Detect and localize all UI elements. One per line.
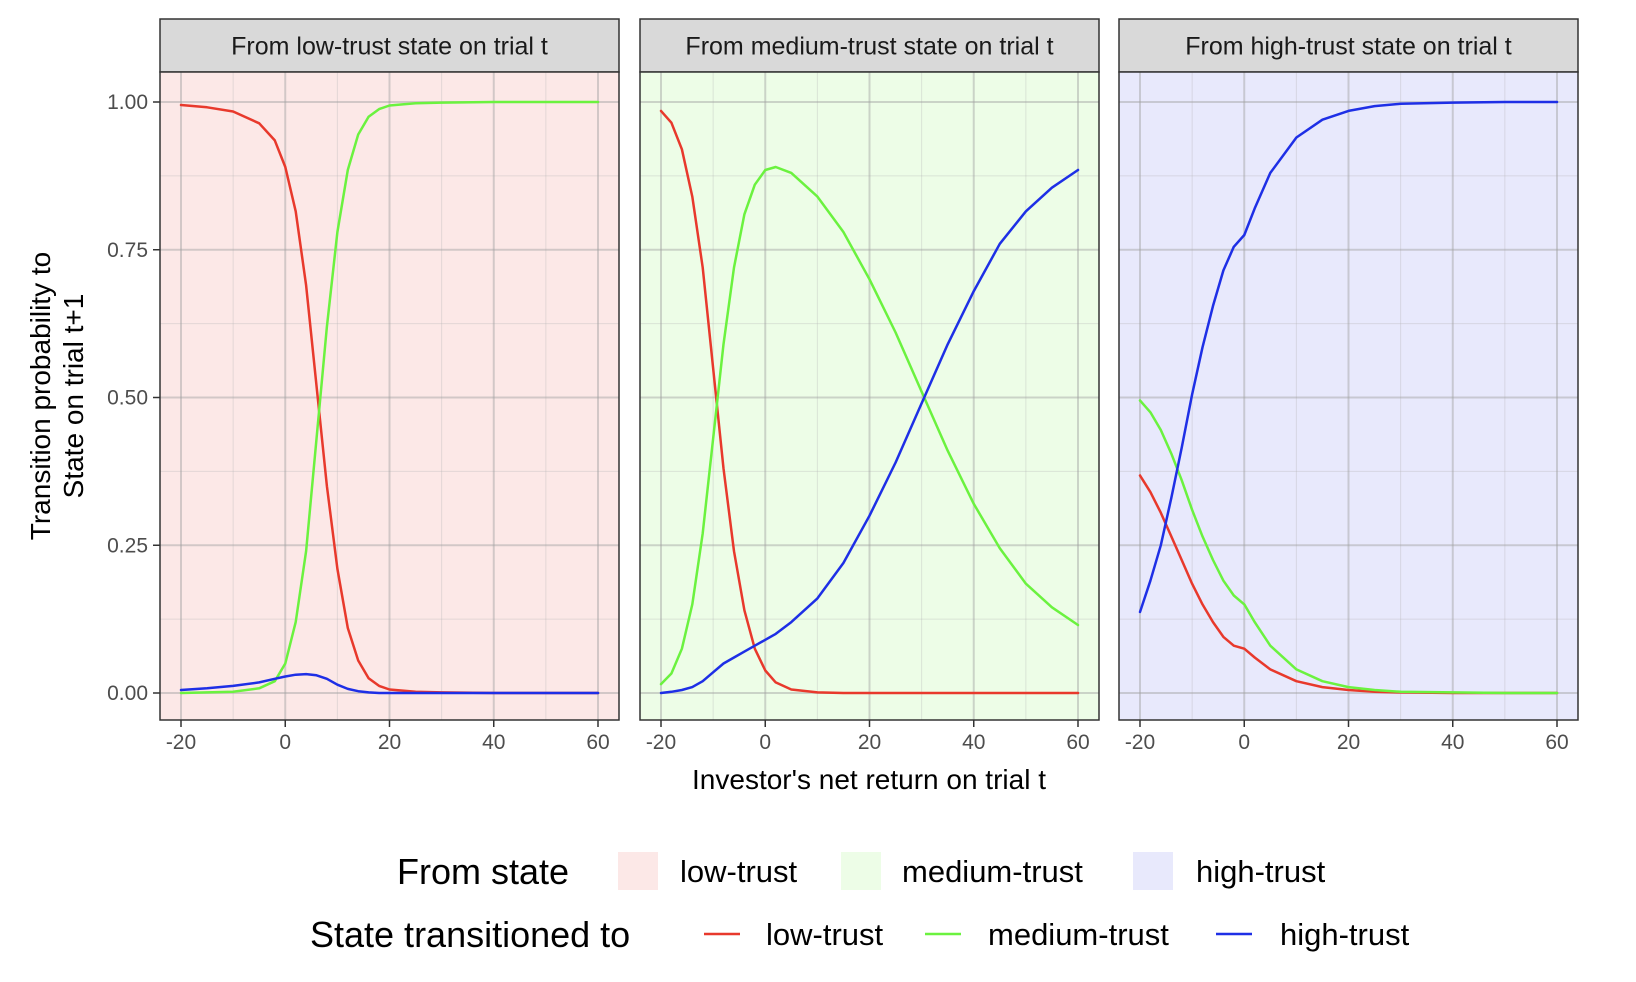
series-line-low-trust: [659, 109, 1080, 695]
series-line-medium-trust: [659, 165, 1080, 686]
panel-high-trust: From high-trust state on trial t -20 0 20 40…: [1118, 18, 1579, 754]
x-tick-label: 60: [586, 731, 609, 754]
y-tick-label: 1.00: [107, 91, 148, 114]
y-tick-label: 0.75: [107, 239, 148, 262]
strip-background: [1118, 18, 1579, 73]
x-tick-label: 20: [378, 731, 401, 754]
strip-label: From high-trust state on trial t: [1185, 33, 1512, 61]
panel-background: [160, 72, 619, 720]
series-line-medium-trust: [1138, 399, 1559, 695]
y-axis-title-line-2: State on trial t+1: [58, 294, 89, 499]
panel-background: [1119, 72, 1578, 720]
series-line-high-trust: [1138, 100, 1559, 614]
series-line-high-trust: [179, 672, 600, 695]
strip-background: [159, 18, 620, 73]
x-tick-label: 0: [759, 731, 771, 754]
legend-title: State transitioned to: [310, 914, 630, 955]
strip-label: From medium-trust state on trial t: [685, 33, 1053, 61]
series-line-high-trust: [659, 168, 1080, 695]
series-line-medium-trust: [179, 100, 600, 695]
y-tick-label: 0.50: [107, 387, 148, 410]
legend-key-low-trust: [618, 852, 658, 890]
panel-low-trust: From low-trust state on trial t -20 0 20 40 6…: [107, 18, 620, 754]
y-axis-title: Transition probability to State on trial …: [25, 252, 89, 540]
x-tick-label: -20: [646, 731, 676, 754]
y-axis-title-line-1: Transition probability to: [25, 252, 56, 540]
x-tick-label: -20: [1125, 731, 1155, 754]
legend-key-medium-trust: [841, 852, 881, 890]
panel-medium-trust: From medium-trust state on trial t -20 0 20…: [639, 18, 1100, 754]
legend-title: From state: [397, 851, 569, 892]
legend-label-medium-trust: medium-trust: [988, 917, 1169, 952]
x-tick-label: 20: [858, 731, 881, 754]
legend-label-high-trust: high-trust: [1196, 854, 1326, 889]
x-tick-label: 60: [1545, 731, 1568, 754]
x-tick-label: 0: [279, 731, 291, 754]
legend-state-transitioned-to: State transitioned to low-trust medium-tru…: [310, 914, 1410, 955]
legend-key-high-trust: [1133, 852, 1173, 890]
x-tick-label: 40: [482, 731, 505, 754]
x-tick-label: 20: [1337, 731, 1360, 754]
legend-label-high-trust: high-trust: [1280, 917, 1410, 952]
x-tick-label: 40: [962, 731, 985, 754]
x-tick-label: 40: [1441, 731, 1464, 754]
strip-label: From low-trust state on trial t: [231, 33, 548, 61]
x-axis-title: Investor's net return on trial t: [692, 764, 1046, 795]
legend-from-state: From state low-trust medium-trust high-trus…: [397, 851, 1326, 892]
x-tick-label: -20: [166, 731, 196, 754]
legend-label-low-trust: low-trust: [680, 854, 798, 889]
y-tick-label: 0.00: [107, 682, 148, 705]
x-tick-label: 0: [1238, 731, 1250, 754]
legend-label-low-trust: low-trust: [766, 917, 884, 952]
x-tick-label: 60: [1066, 731, 1089, 754]
legend-label-medium-trust: medium-trust: [902, 854, 1083, 889]
strip-background: [639, 18, 1100, 73]
y-tick-label: 0.25: [107, 534, 148, 557]
